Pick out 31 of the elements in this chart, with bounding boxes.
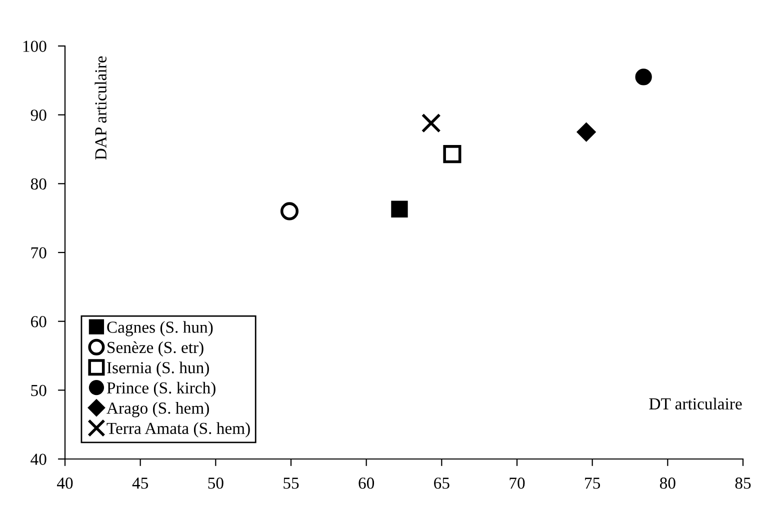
x-tick-label: 45 xyxy=(132,478,148,489)
x-tick-label: 40 xyxy=(56,478,73,489)
legend-label: Isernia (S. hun) xyxy=(107,362,209,377)
point xyxy=(421,113,441,133)
y-tick-label: 40 xyxy=(30,454,46,465)
x-tick-label: 75 xyxy=(585,478,600,489)
x-tick-label: 65 xyxy=(434,478,450,489)
x-tick-label: 85 xyxy=(735,478,751,489)
legend-label: Arago (S. hem) xyxy=(106,402,209,418)
y-tick-label: 90 xyxy=(30,110,46,121)
point xyxy=(391,200,408,218)
legend-label: Terra Amata (S. hem) xyxy=(106,422,250,438)
x-tick-label: 60 xyxy=(358,478,374,489)
y-axis-title: DAP articulaire xyxy=(94,56,106,160)
point xyxy=(443,145,462,164)
y-tick-label: 100 xyxy=(23,40,46,52)
y-tick-label: 80 xyxy=(30,178,46,190)
legend-label: Senèze (S. etr) xyxy=(108,341,204,356)
x-tick-label: 80 xyxy=(660,478,676,489)
point xyxy=(576,122,596,142)
x-axis-title: DT articulaire xyxy=(649,398,742,410)
point xyxy=(635,68,652,86)
y-tick-label: 60 xyxy=(30,316,46,328)
legend-label: Prince (S. kirch) xyxy=(106,382,216,397)
x-tick-label: 50 xyxy=(208,478,224,489)
y-tick-label: 70 xyxy=(31,247,46,258)
point xyxy=(280,202,299,220)
y-tick-label: 50 xyxy=(31,384,46,396)
x-tick-label: 70 xyxy=(510,478,525,489)
x-tick-label: 55 xyxy=(284,478,299,489)
legend-label: Cagnes (S. hun) xyxy=(107,321,213,336)
